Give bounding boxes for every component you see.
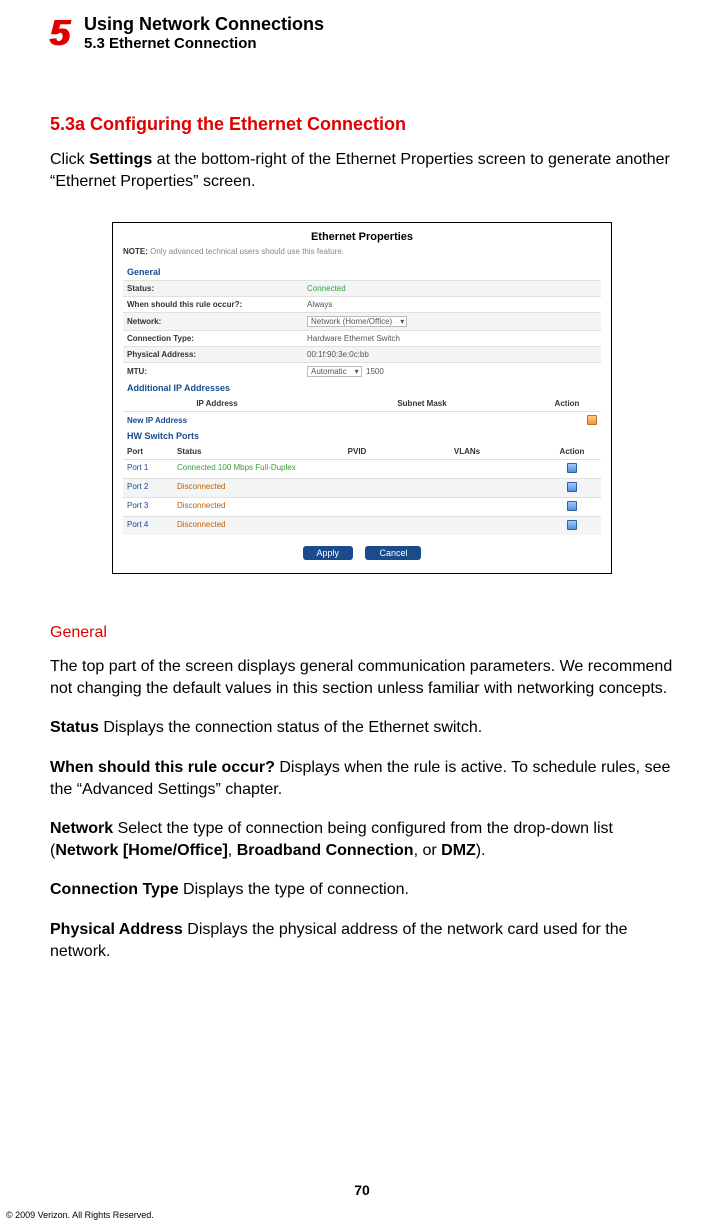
ss-conn-type: Hardware Ethernet Switch xyxy=(307,334,597,343)
ss-port-row: Port 2Disconnected xyxy=(123,478,601,497)
ss-ip-columns: IP Address Subnet Mask Action xyxy=(123,396,601,411)
connection-type-paragraph: Connection Type Displays the type of con… xyxy=(50,879,674,901)
ss-general-header: General xyxy=(123,264,601,280)
chapter-number: 5 xyxy=(50,12,70,54)
ss-addl-ip-header: Additional IP Addresses xyxy=(123,380,601,396)
ss-port-columns: Port Status PVID VLANs Action xyxy=(123,444,601,459)
port-name: Port 4 xyxy=(127,520,177,532)
ethernet-properties-screenshot: Ethernet Properties NOTE: Only advanced … xyxy=(112,222,612,574)
ss-mtu-value: 1500 xyxy=(366,367,384,376)
section-heading: 5.3a Configuring the Ethernet Connection xyxy=(50,114,674,135)
port-status: Disconnected xyxy=(177,482,327,494)
ss-status-value: Connected xyxy=(307,284,597,293)
intro-paragraph: Click Settings at the bottom-right of th… xyxy=(50,149,674,192)
chapter-header: 5 Using Network Connections 5.3 Ethernet… xyxy=(50,12,674,54)
port-name: Port 3 xyxy=(127,501,177,513)
physical-address-paragraph: Physical Address Displays the physical a… xyxy=(50,919,674,962)
ss-new-ip-link[interactable]: New IP Address xyxy=(127,416,187,425)
port-status: Connected 100 Mbps Full-Duplex xyxy=(177,463,327,475)
ss-network-select[interactable]: Network (Home/Office) xyxy=(307,316,407,327)
ss-mtu-select[interactable]: Automatic xyxy=(307,366,362,377)
ss-port-row: Port 4Disconnected xyxy=(123,516,601,535)
ss-port-row: Port 3Disconnected xyxy=(123,497,601,516)
general-sub-heading: General xyxy=(50,624,674,642)
port-name: Port 1 xyxy=(127,463,177,475)
copyright: © 2009 Verizon. All Rights Reserved. xyxy=(6,1210,154,1220)
apply-button[interactable]: Apply xyxy=(303,546,354,560)
ss-physical-address: 00:1f:90:3e:0c:bb xyxy=(307,350,597,359)
edit-icon[interactable] xyxy=(567,482,577,492)
settings-bold: Settings xyxy=(89,151,152,168)
cancel-button[interactable]: Cancel xyxy=(365,546,421,560)
page-number: 70 xyxy=(0,1182,724,1198)
edit-icon[interactable] xyxy=(567,463,577,473)
port-status: Disconnected xyxy=(177,501,327,513)
add-icon[interactable] xyxy=(587,415,597,425)
edit-icon[interactable] xyxy=(567,520,577,530)
ss-port-row: Port 1Connected 100 Mbps Full-Duplex xyxy=(123,459,601,478)
port-status: Disconnected xyxy=(177,520,327,532)
network-paragraph: Network Select the type of connection be… xyxy=(50,818,674,861)
rule-paragraph: When should this rule occur? Displays wh… xyxy=(50,757,674,800)
chapter-title: Using Network Connections xyxy=(84,14,324,35)
ss-hw-ports-header: HW Switch Ports xyxy=(123,428,601,444)
ss-note: NOTE: Only advanced technical users shou… xyxy=(123,247,601,256)
status-paragraph: Status Displays the connection status of… xyxy=(50,717,674,739)
edit-icon[interactable] xyxy=(567,501,577,511)
section-label: 5.3 Ethernet Connection xyxy=(84,35,324,52)
port-name: Port 2 xyxy=(127,482,177,494)
ss-rule-value: Always xyxy=(307,300,597,309)
general-paragraph: The top part of the screen displays gene… xyxy=(50,656,674,699)
ss-title: Ethernet Properties xyxy=(123,231,601,243)
